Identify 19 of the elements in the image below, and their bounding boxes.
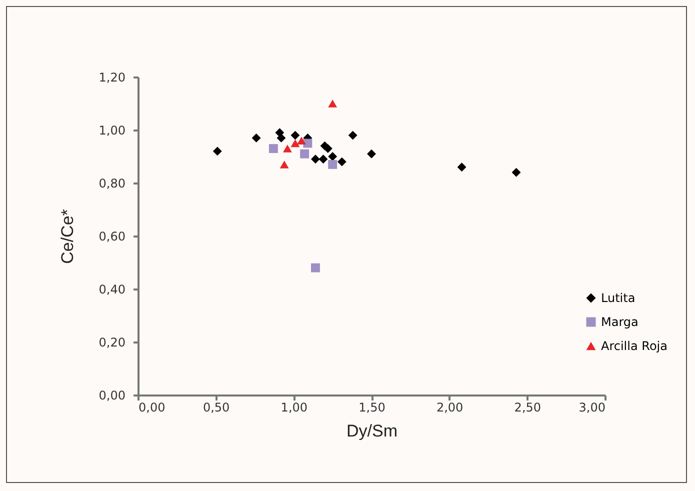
y-tick-label: 0,20 [98,336,126,350]
y-tick-label: 0,00 [98,388,126,402]
x-tick-label: 1,00 [280,400,308,414]
legend-label: Arcilla Roja [601,339,668,353]
y-tick-label: 0,80 [98,176,126,190]
y-tick-label: 0,40 [98,282,126,296]
y-tick-label: 1,00 [98,124,126,138]
x-tick-label: 2,00 [436,400,464,414]
x-tick-label: 2,50 [514,400,542,414]
y-axis-title: Ce/Ce* [58,208,77,264]
legend-label: Marga [601,315,638,329]
x-tick-label: 1,50 [358,400,386,414]
legend-label: Lutita [601,291,636,305]
y-tick-label: 1,20 [98,70,126,84]
x-tick-label: 0,50 [202,400,230,414]
x-axis-title: Dy/Sm [346,422,398,440]
y-tick-label: 0,60 [98,230,126,244]
x-tick-label: 0,00 [138,400,166,414]
x-tick-label: 3,00 [578,400,606,414]
